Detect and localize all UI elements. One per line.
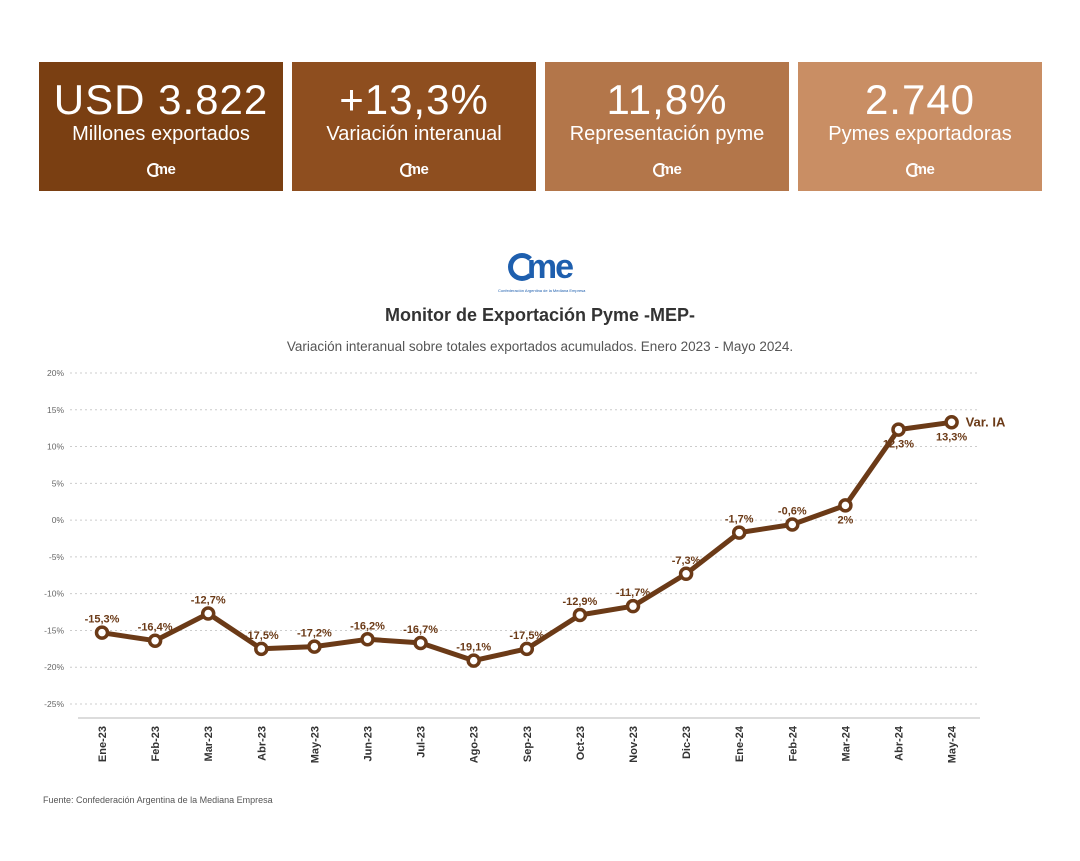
data-label: -11,7%: [616, 587, 650, 599]
data-label: -16,7%: [403, 624, 438, 636]
data-point: [678, 566, 694, 582]
data-point: [838, 498, 853, 513]
x-tick-label: Abr-24: [894, 725, 906, 761]
kpi-value: 11,8%: [606, 76, 728, 123]
x-tick-label: Mar-23: [203, 726, 215, 761]
x-tick-label: Ene-24: [734, 725, 746, 762]
x-tick-label: Abr-23: [256, 726, 268, 761]
data-label: -1,7%: [725, 514, 754, 526]
x-tick-label: Mar-24: [840, 725, 852, 761]
y-tick-label: 20%: [47, 368, 64, 378]
data-point: [307, 639, 322, 654]
y-tick-label: -15%: [44, 625, 64, 635]
data-label: -17,2%: [297, 628, 332, 640]
came-logo: me: [798, 161, 1042, 178]
kpi-value: 2.740: [864, 76, 976, 123]
chart-title: Monitor de Exportación Pyme -MEP-: [384, 305, 696, 325]
data-point: [731, 525, 747, 540]
data-label: -12,9%: [562, 596, 597, 608]
chart-subtitle: Variación interanual sobre totales expor…: [286, 339, 794, 354]
kpi-value: +13,3%: [339, 76, 489, 123]
y-tick-label: 10%: [47, 442, 64, 452]
data-label: 2%: [837, 514, 853, 526]
data-point: [572, 607, 588, 623]
y-tick-label: 0%: [52, 515, 65, 525]
x-tick-label: Dic-23: [681, 726, 693, 759]
data-point: [254, 641, 269, 657]
data-point: [94, 625, 110, 640]
x-tick-label: May-24: [947, 725, 959, 763]
data-label: -19,1%: [456, 642, 491, 654]
came-logo: me: [39, 161, 283, 178]
x-tick-label: Nov-23: [628, 726, 640, 763]
data-point: [200, 606, 216, 621]
data-point: [466, 653, 481, 668]
logo-subtitle: Confederación Argentina de la Mediana Em…: [498, 288, 586, 293]
data-label: -17,5%: [509, 630, 544, 642]
x-tick-label: Sep-23: [522, 726, 534, 762]
kpi-card-variation: +13,3% Variación interanual me: [292, 62, 536, 191]
kpi-row: USD 3.822 Millones exportados me +13,3% …: [39, 62, 1043, 191]
kpi-label: Millones exportados: [72, 123, 250, 145]
came-logo: me: [292, 161, 536, 178]
y-tick-label: -25%: [44, 699, 64, 709]
x-tick-label: Ago-23: [469, 726, 481, 763]
data-label: -0,6%: [778, 506, 807, 518]
kpi-card-exporters: 2.740 Pymes exportadoras me: [798, 62, 1042, 191]
y-tick-label: -20%: [44, 662, 64, 672]
data-label: -7,3%: [672, 555, 701, 567]
kpi-label: Pymes exportadoras: [828, 123, 1012, 145]
y-tick-label: -5%: [49, 552, 65, 562]
data-point: [519, 641, 535, 657]
data-point: [625, 598, 641, 614]
x-tick-label: Oct-23: [575, 726, 587, 760]
data-point: [360, 632, 375, 647]
y-tick-label: 15%: [47, 405, 64, 415]
x-tick-label: Jun-23: [363, 726, 375, 761]
data-label: -17,5%: [244, 630, 279, 642]
x-tick-label: Feb-23: [150, 726, 162, 761]
x-tick-label: May-23: [309, 726, 321, 763]
x-tick-label: Jul-23: [416, 726, 428, 758]
x-tick-label: Ene-23: [97, 726, 109, 762]
data-label: -16,2%: [350, 620, 385, 632]
series-line: [99, 419, 955, 664]
data-label: -15,3%: [85, 614, 120, 626]
data-label: 13,3%: [936, 431, 967, 443]
kpi-value: USD 3.822: [53, 76, 269, 123]
data-point: [891, 422, 906, 437]
data-point: [413, 635, 428, 651]
source-note: Fuente: Confederación Argentina de la Me…: [43, 795, 273, 805]
x-tick-label: Feb-24: [787, 725, 799, 761]
came-logo-main: me Confederación Argentina de la Mediana…: [498, 248, 586, 293]
kpi-label: Representación pyme: [569, 123, 765, 145]
data-point: [147, 633, 163, 648]
kpi-label: Variación interanual: [326, 123, 502, 145]
y-tick-label: 5%: [52, 478, 65, 488]
data-label: -12,7%: [191, 595, 226, 607]
y-tick-label: -10%: [44, 589, 64, 599]
data-label: -16,4%: [138, 622, 173, 634]
data-label: 12,3%: [883, 439, 914, 451]
kpi-card-exports: USD 3.822 Millones exportados me: [39, 62, 283, 191]
came-logo: me: [545, 161, 789, 178]
kpi-card-share: 11,8% Representación pyme me: [545, 62, 789, 191]
data-point: [944, 415, 959, 430]
data-point: [785, 517, 800, 532]
series-label: Var. IA: [966, 414, 1006, 429]
